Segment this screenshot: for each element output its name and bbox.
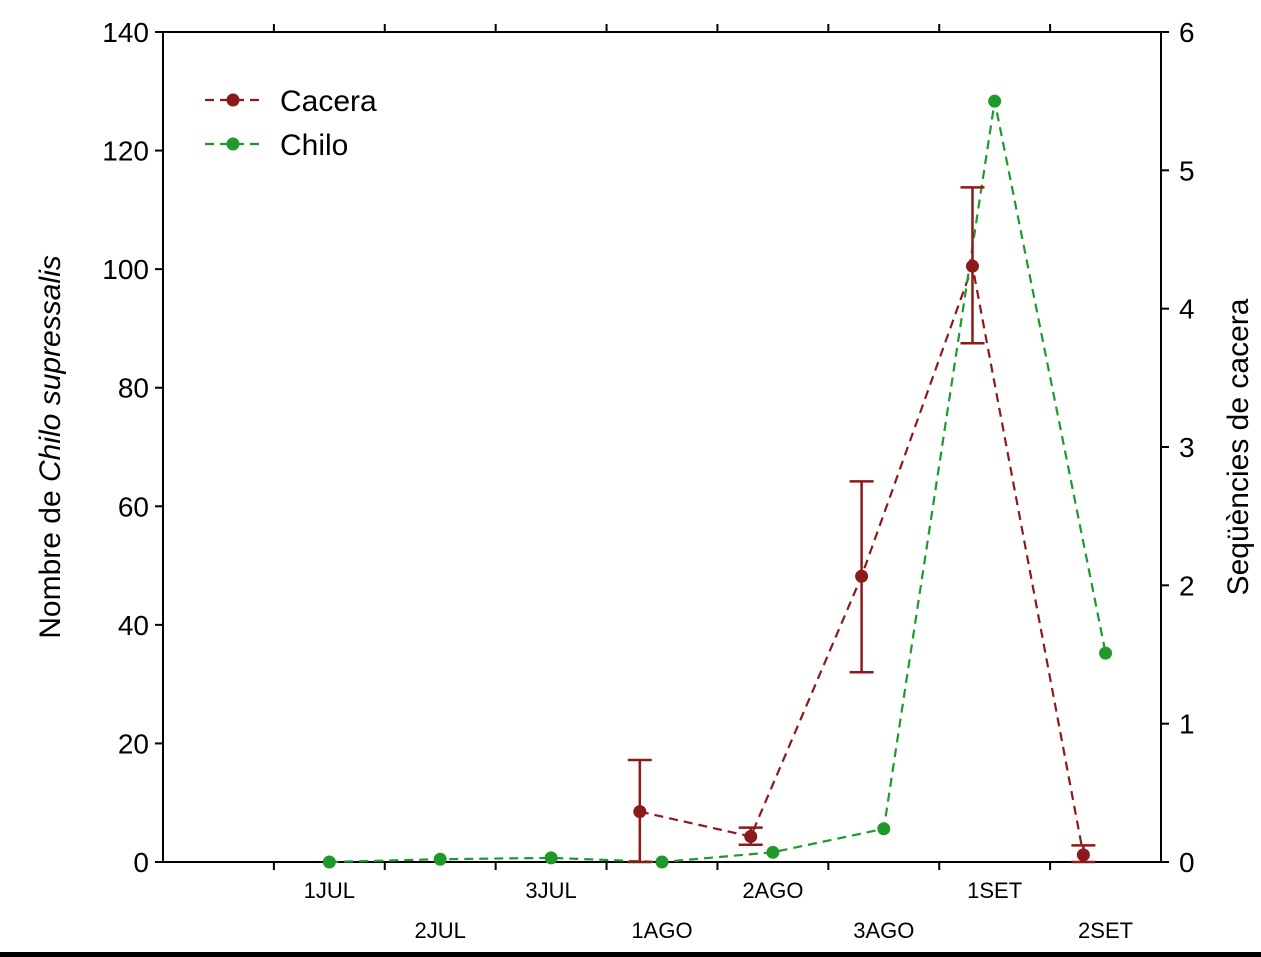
x-tick-label: 2SET bbox=[1078, 918, 1133, 943]
data-point-cacera bbox=[744, 830, 758, 844]
y-right-tick-label: 1 bbox=[1179, 709, 1195, 740]
y-axis-left-label-prefix: Nombre de bbox=[34, 482, 67, 639]
y-right-tick-label: 4 bbox=[1179, 294, 1195, 325]
data-point-cacera bbox=[633, 805, 647, 819]
series-points bbox=[322, 94, 1113, 869]
legend-label-chilo: Chilo bbox=[280, 129, 348, 162]
data-point-chilo bbox=[655, 855, 669, 869]
legend-marker-cacera bbox=[226, 93, 240, 107]
x-tick-label: 3JUL bbox=[525, 878, 576, 903]
axis-ticks bbox=[155, 24, 1169, 870]
data-point-cacera bbox=[965, 259, 979, 273]
y-axis-left-label-species: Chilo supressalis bbox=[34, 255, 67, 482]
data-point-chilo bbox=[766, 845, 780, 859]
series-line-chilo bbox=[329, 100, 1107, 864]
x-tick-label: 3AGO bbox=[853, 918, 914, 943]
tick-labels: 0 20 40 60 80 100 120 140 0 1 2 3 4 5 6 1JUL 2JUL 3JUL 1AG… bbox=[102, 17, 1194, 943]
y-left-tick-label: 20 bbox=[118, 728, 149, 759]
legend-label-cacera: Cacera bbox=[280, 85, 377, 118]
data-point-chilo bbox=[544, 851, 558, 865]
y-left-tick-label: 60 bbox=[118, 491, 149, 522]
y-axis-right-label: Seqüències de cacera bbox=[1222, 298, 1255, 595]
legend: Cacera Chilo bbox=[205, 85, 377, 162]
data-point-cacera bbox=[855, 569, 869, 583]
x-tick-label: 2AGO bbox=[742, 878, 803, 903]
y-right-tick-label: 0 bbox=[1179, 847, 1195, 878]
data-point-chilo bbox=[988, 94, 1002, 108]
y-left-tick-label: 120 bbox=[102, 136, 149, 167]
data-point-chilo bbox=[1099, 646, 1113, 660]
y-left-tick-label: 0 bbox=[133, 847, 149, 878]
y-left-tick-label: 100 bbox=[102, 254, 149, 285]
data-point-chilo bbox=[433, 852, 447, 866]
y-axis-left-label: Nombre de Chilo supressalis bbox=[34, 255, 67, 639]
data-point-cacera bbox=[1076, 848, 1090, 862]
y-right-tick-label: 3 bbox=[1179, 432, 1195, 463]
y-right-tick-label: 2 bbox=[1179, 570, 1195, 601]
y-right-tick-label: 5 bbox=[1179, 155, 1195, 186]
x-tick-label: 2JUL bbox=[415, 918, 466, 943]
data-point-chilo bbox=[322, 855, 336, 869]
x-tick-label: 1SET bbox=[967, 878, 1022, 903]
legend-marker-chilo bbox=[226, 137, 240, 151]
data-point-chilo bbox=[877, 822, 891, 836]
y-right-tick-label: 6 bbox=[1179, 17, 1195, 48]
x-tick-label: 1JUL bbox=[304, 878, 355, 903]
y-left-tick-label: 40 bbox=[118, 610, 149, 641]
y-left-tick-label: 140 bbox=[102, 17, 149, 48]
y-left-tick-label: 80 bbox=[118, 373, 149, 404]
x-tick-label: 1AGO bbox=[631, 918, 692, 943]
